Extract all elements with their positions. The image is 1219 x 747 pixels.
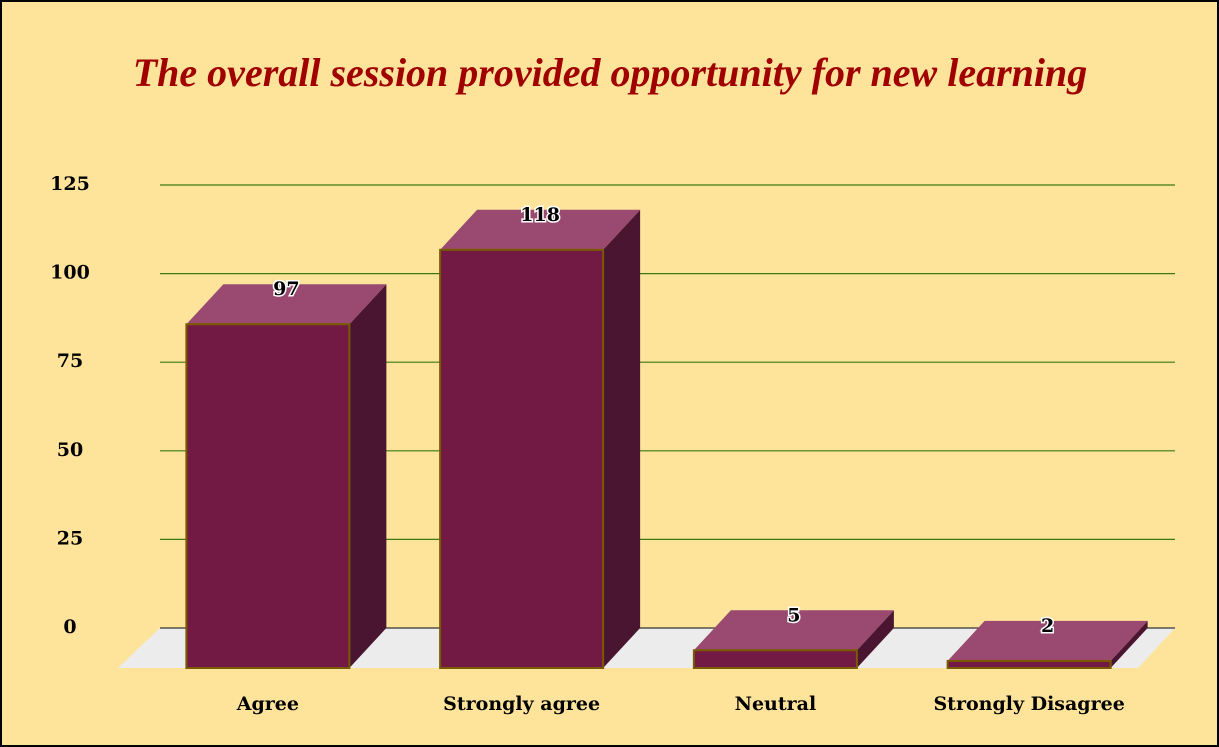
bar-side [856,610,894,668]
value-label: 5 [787,604,800,626]
bar [439,248,605,669]
y-tick-label: 125 [50,173,90,195]
bar-top [693,610,894,651]
floor [118,628,1175,668]
x-tick-label: Strongly agree [443,693,600,715]
value-label: 2 [1041,615,1054,637]
bar [692,649,858,670]
y-tick-label: 25 [57,527,83,549]
y-tick-label: 75 [57,350,83,372]
bar-top [947,620,1148,661]
y-tick-label: 0 [63,616,76,638]
bar [185,323,351,669]
bar-side [1110,620,1148,668]
x-tick-label: Agree [236,693,299,715]
value-label: 97 [273,278,299,300]
x-tick-label: Strongly Disagree [933,693,1124,715]
y-tick-label: 100 [50,262,90,284]
bar-top [186,284,387,325]
chart-title: The overall session provided opportunity… [132,50,1088,95]
bar-side [603,209,641,669]
bar-side [349,284,387,668]
x-tick-label: Neutral [735,693,817,715]
bar [946,659,1112,669]
value-label: 118 [520,204,560,226]
bar-top [440,209,641,250]
y-tick-label: 50 [57,439,83,461]
